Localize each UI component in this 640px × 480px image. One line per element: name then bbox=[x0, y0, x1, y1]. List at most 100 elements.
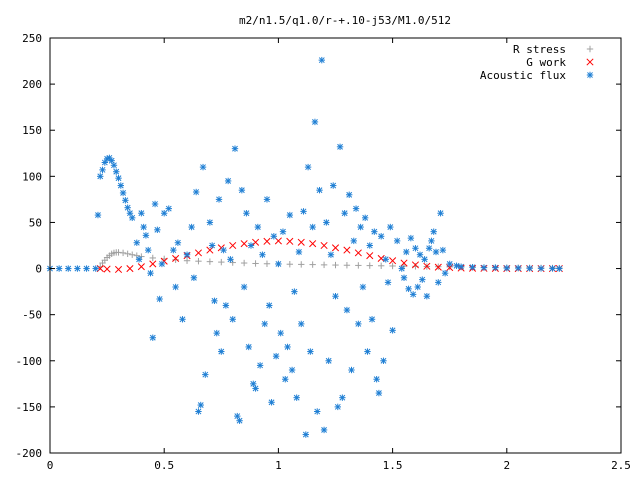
data-point bbox=[537, 265, 545, 272]
data-point-stroke bbox=[366, 252, 374, 260]
data-point bbox=[403, 248, 410, 256]
data-point bbox=[266, 302, 273, 309]
data-point bbox=[222, 302, 230, 309]
data-point bbox=[174, 239, 182, 246]
data-point bbox=[346, 191, 353, 198]
x-tick-label: 0 bbox=[47, 459, 54, 472]
data-point bbox=[332, 293, 339, 300]
data-point bbox=[457, 263, 465, 270]
data-point-stroke bbox=[140, 224, 147, 230]
data-point-stroke bbox=[414, 284, 421, 290]
data-point-stroke bbox=[274, 237, 282, 245]
data-point bbox=[407, 234, 415, 242]
data-point-stroke bbox=[410, 291, 417, 298]
y-tick-label: -150 bbox=[16, 401, 43, 414]
y-tick-label: -200 bbox=[16, 447, 43, 460]
data-point bbox=[65, 265, 72, 272]
data-point-stroke bbox=[291, 288, 298, 295]
data-point bbox=[133, 252, 140, 259]
data-point bbox=[286, 211, 294, 219]
data-point-stroke bbox=[193, 189, 200, 195]
data-point bbox=[389, 262, 396, 270]
data-point-stroke bbox=[377, 254, 385, 262]
data-point-stroke bbox=[114, 265, 123, 274]
data-point-stroke bbox=[99, 166, 106, 173]
data-point-stroke bbox=[122, 197, 129, 204]
data-point-stroke bbox=[149, 334, 156, 341]
data-point-stroke bbox=[113, 168, 120, 175]
data-point-stroke bbox=[152, 201, 158, 207]
data-point-stroke bbox=[149, 260, 157, 268]
data-point bbox=[382, 256, 389, 263]
series-acoustic-flux bbox=[46, 56, 563, 438]
data-point-stroke bbox=[129, 214, 136, 221]
data-point bbox=[195, 408, 202, 415]
data-point bbox=[526, 265, 533, 272]
data-point bbox=[515, 264, 522, 272]
data-point-stroke bbox=[348, 367, 355, 373]
data-point bbox=[341, 210, 348, 217]
data-point bbox=[327, 251, 335, 258]
chart-axes: 0 0.5 1 1.5 2 2.5 -200 -150 -100 -50 0 50 100 150 200 2… bbox=[16, 32, 631, 472]
data-point bbox=[126, 265, 134, 273]
data-point bbox=[302, 431, 310, 438]
data-point-stroke bbox=[97, 173, 104, 180]
data-point-stroke bbox=[453, 262, 460, 269]
data-point-stroke bbox=[380, 357, 387, 364]
data-point bbox=[74, 265, 81, 272]
data-point-stroke bbox=[369, 316, 375, 323]
data-point-stroke bbox=[515, 265, 522, 272]
data-point-stroke bbox=[442, 270, 449, 277]
legend-marker bbox=[586, 58, 594, 66]
data-point bbox=[432, 248, 440, 256]
data-point bbox=[115, 174, 122, 182]
x-tick-label: 1.5 bbox=[383, 459, 403, 472]
data-point bbox=[154, 226, 161, 234]
data-point bbox=[318, 56, 325, 64]
data-point bbox=[252, 385, 259, 392]
data-point bbox=[245, 343, 252, 351]
data-point bbox=[361, 214, 369, 222]
data-point-stroke bbox=[321, 427, 327, 433]
data-point bbox=[480, 264, 488, 271]
data-point bbox=[142, 232, 150, 239]
data-point bbox=[172, 256, 179, 263]
data-point-stroke bbox=[325, 357, 332, 364]
data-point-stroke bbox=[127, 210, 133, 217]
data-point bbox=[124, 204, 131, 211]
data-point bbox=[256, 362, 264, 369]
data-point-stroke bbox=[202, 371, 209, 378]
data-point-stroke bbox=[357, 224, 364, 230]
y-tick-label: -50 bbox=[22, 309, 42, 322]
data-point-stroke bbox=[439, 247, 446, 254]
data-point-stroke bbox=[250, 380, 257, 387]
data-point-stroke bbox=[225, 178, 232, 184]
data-point bbox=[282, 376, 289, 383]
data-point-stroke bbox=[538, 265, 544, 272]
data-point bbox=[343, 246, 351, 254]
data-point bbox=[441, 269, 449, 277]
data-point-stroke bbox=[289, 367, 296, 373]
data-point-stroke bbox=[252, 238, 260, 246]
data-point bbox=[261, 320, 268, 328]
data-point-stroke bbox=[323, 219, 330, 226]
data-point-stroke bbox=[403, 249, 410, 255]
data-point bbox=[339, 394, 346, 401]
data-point-stroke bbox=[209, 242, 216, 249]
data-point-stroke bbox=[556, 265, 563, 272]
data-point bbox=[300, 208, 307, 215]
data-point bbox=[220, 246, 227, 254]
data-point bbox=[243, 210, 250, 217]
data-point bbox=[298, 261, 305, 268]
data-point-stroke bbox=[382, 256, 389, 263]
data-point bbox=[101, 159, 109, 166]
data-point bbox=[428, 237, 435, 245]
data-point-stroke bbox=[83, 265, 90, 272]
y-tick-label: 150 bbox=[22, 124, 42, 137]
data-point-stroke bbox=[213, 330, 220, 337]
data-point bbox=[149, 254, 156, 262]
data-point-stroke bbox=[526, 265, 533, 272]
data-point bbox=[129, 214, 136, 222]
data-point bbox=[238, 186, 246, 194]
data-point-stroke bbox=[95, 212, 101, 218]
